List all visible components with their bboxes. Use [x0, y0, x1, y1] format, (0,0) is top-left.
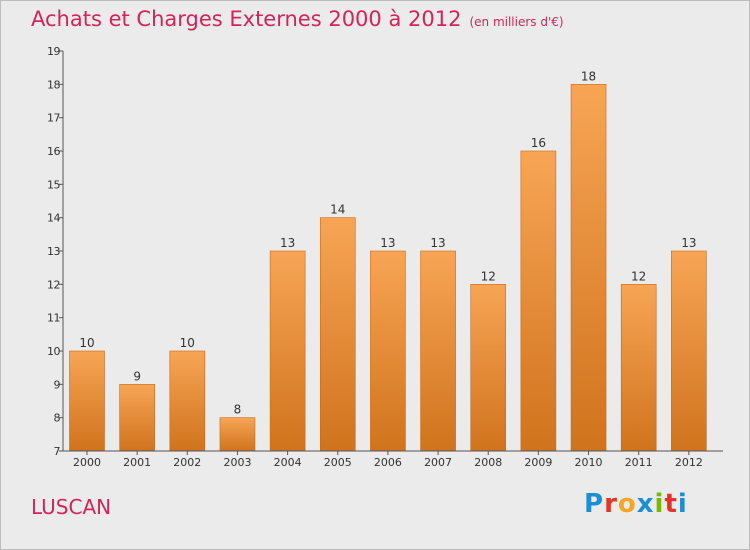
y-tick-label: 9 [54, 378, 61, 391]
logo-letter: r [604, 489, 618, 519]
y-tick-label: 10 [47, 345, 60, 358]
y-tick-label: 15 [47, 178, 60, 191]
data-label-2004: 13 [280, 236, 295, 250]
x-tick-label-2011: 2011 [625, 456, 653, 469]
data-label-2003: 8 [234, 403, 242, 417]
bar-2008 [470, 284, 507, 452]
bar-2001 [119, 384, 155, 452]
x-tick-label-2004: 2004 [274, 456, 302, 469]
logo-letter: P [584, 489, 605, 519]
x-axis: 2000 2001 2002 2003 2004 2005 2006 2007 2008 2009… [63, 450, 723, 469]
x-tick-label-2008: 2008 [474, 456, 502, 469]
data-label-2000: 10 [79, 336, 94, 350]
x-tick-label-2003: 2003 [223, 456, 251, 469]
y-tick-label: 19 [47, 45, 60, 58]
data-label-2006: 13 [380, 236, 395, 250]
commune-name: LUSCAN [31, 495, 112, 519]
bar-2011 [620, 284, 657, 452]
chart-subtitle: (en milliers d'€) [469, 15, 564, 29]
bar-2009 [520, 150, 557, 452]
bar-2010 [570, 84, 607, 452]
bar-2003 [219, 417, 256, 452]
x-tick-label-2002: 2002 [173, 456, 201, 469]
bar-2000 [69, 350, 105, 452]
data-label-2009: 16 [531, 136, 546, 150]
y-tick-label: 17 [47, 112, 60, 125]
x-tick-label-2000: 2000 [73, 456, 101, 469]
x-tick-label-2005: 2005 [324, 456, 352, 469]
y-tick-label: 12 [47, 278, 60, 291]
y-axis: 7 8 9 10 11 12 13 14 15 16 17 18 19 [47, 45, 64, 458]
proxiti-logo[interactable]: Proxiti [584, 489, 688, 519]
logo-letter: x [636, 489, 655, 519]
data-label-2008: 12 [481, 269, 496, 283]
x-tick-label-2006: 2006 [374, 456, 402, 469]
x-tick-label-2007: 2007 [424, 456, 452, 469]
bar-2012 [671, 250, 707, 452]
logo-letter: o [617, 489, 637, 519]
bar-2004 [269, 250, 306, 452]
x-tick-label-2009: 2009 [524, 456, 552, 469]
logo-letter: t [664, 489, 678, 519]
chart-title-text: Achats et Charges Externes 2000 à 2012 [31, 7, 462, 31]
bars: 10 9 10 8 13 14 13 13 12 16 18 12 13 [69, 69, 707, 452]
x-tick-label-2012: 2012 [675, 456, 703, 469]
data-label-2010: 18 [581, 69, 596, 83]
y-tick-label: 14 [47, 212, 60, 225]
data-label-2007: 13 [430, 236, 445, 250]
chart-title: Achats et Charges Externes 2000 à 2012 (e… [31, 7, 564, 31]
data-label-2002: 10 [180, 336, 195, 350]
data-label-2005: 14 [330, 203, 345, 217]
x-tick-label-2001: 2001 [123, 456, 151, 469]
y-tick-label: 16 [47, 145, 60, 158]
y-tick-label: 13 [47, 245, 60, 258]
data-label-2001: 9 [133, 369, 141, 383]
logo-letter: i [654, 489, 665, 519]
bar-2005 [319, 217, 356, 452]
x-tick-label-2010: 2010 [575, 456, 603, 469]
bar-2006 [370, 250, 406, 452]
bar-2007 [420, 250, 456, 452]
logo-letter: i [677, 489, 688, 519]
y-tick-label: 11 [47, 312, 60, 325]
data-label-2011: 12 [631, 269, 646, 283]
data-label-2012: 13 [681, 236, 696, 250]
y-tick-label: 8 [54, 412, 61, 425]
y-tick-label: 18 [47, 78, 60, 91]
y-tick-label: 7 [54, 445, 61, 458]
bar-2002 [169, 350, 206, 452]
